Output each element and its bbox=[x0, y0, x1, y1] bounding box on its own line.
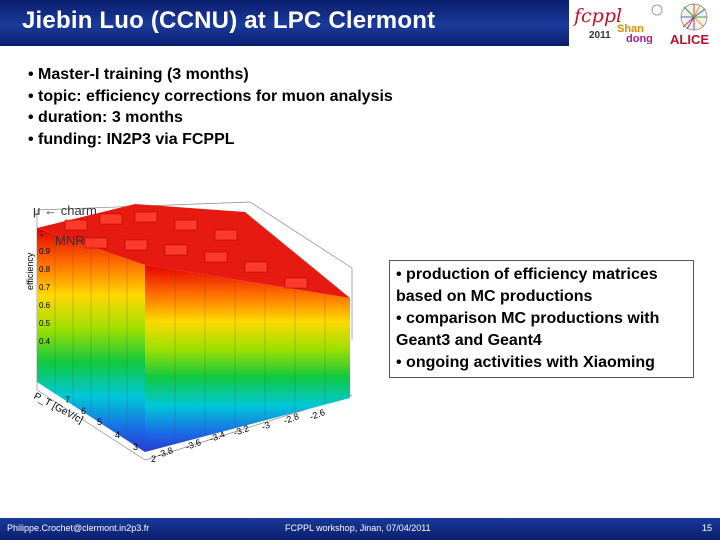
alice-burst-icon bbox=[680, 3, 708, 31]
bullet-item: • duration: 3 months bbox=[28, 109, 183, 126]
alice-logo-text: ALICE bbox=[670, 32, 709, 46]
fcppl-logo: fcppl 2011 Shan dong bbox=[572, 4, 663, 44]
eta-tick-label: -3.8 bbox=[156, 445, 174, 460]
pt-tick-label: 2 bbox=[151, 454, 156, 464]
bullet-item: • Master-I training (3 months) bbox=[28, 66, 249, 83]
z-tick-label: 0.4 bbox=[39, 337, 51, 346]
footer-email: Philippe.Crochet@clermont.in2p3.fr bbox=[7, 523, 150, 533]
footer-event: FCPPL workshop, Jinan, 07/04/2011 bbox=[285, 523, 431, 533]
slide-title: Jiebin Luo (CCNU) at LPC Clermont bbox=[22, 7, 436, 34]
z-tick-label: 0.6 bbox=[39, 301, 51, 310]
fcppl-logo-city-bottom: dong bbox=[626, 33, 653, 44]
eta-tick-label: -3.2 bbox=[232, 423, 250, 438]
callout-item: • production of efficiency matrices base… bbox=[396, 266, 658, 305]
plot-surface-right bbox=[145, 265, 350, 452]
pt-tick-label: 6 bbox=[81, 406, 86, 416]
pt-tick-label: 3 bbox=[133, 442, 138, 452]
plot-z-ticks: 1 0.9 0.8 0.7 0.6 0.5 0.4 bbox=[39, 229, 51, 346]
pt-tick-label: 7 bbox=[65, 395, 70, 405]
z-tick-label: 0.7 bbox=[39, 283, 51, 292]
plot-label-mnr: MNR bbox=[55, 233, 85, 248]
plot-label-top-left: μ ← charm bbox=[33, 203, 97, 218]
plot-surface-top bbox=[37, 204, 350, 298]
callout-box: • production of efficiency matrices base… bbox=[389, 260, 694, 378]
z-tick-label: 0.5 bbox=[39, 319, 51, 328]
callout-item: • ongoing activities with Xiaoming bbox=[396, 354, 655, 371]
alice-logo: ALICE bbox=[670, 3, 709, 46]
bullet-item: • funding: IN2P3 via FCPPL bbox=[28, 130, 235, 148]
pt-tick-label: 4 bbox=[115, 430, 120, 440]
bullet-item: • topic: efficiency corrections for muon… bbox=[28, 87, 393, 105]
pt-tick-label: 5 bbox=[97, 417, 102, 427]
eta-tick-label: -3.4 bbox=[208, 429, 226, 444]
plot-grid bbox=[54, 234, 326, 444]
plot-eta-ticks: -3.8 -3.6 -3.4 -3.2 -3 -2.8 -2.6 bbox=[156, 407, 326, 460]
callout-item: • comparison MC productions with Geant3 … bbox=[396, 310, 660, 349]
eta-tick-label: -3 bbox=[260, 420, 271, 432]
eta-tick-label: -3.6 bbox=[184, 437, 202, 452]
bullet-list: • Master-I training (3 months) • topic: … bbox=[28, 64, 393, 150]
z-tick-label: 0.9 bbox=[39, 247, 51, 256]
eta-tick-label: -2.8 bbox=[282, 411, 300, 426]
slide-footer: Philippe.Crochet@clermont.in2p3.fr FCPPL… bbox=[0, 518, 720, 540]
fcppl-logo-city-top: Shan bbox=[617, 23, 644, 35]
fcppl-logo-text: fcppl bbox=[572, 5, 622, 27]
z-tick-label: 1 bbox=[39, 229, 44, 238]
footer-page-number: 15 bbox=[701, 523, 712, 533]
fcppl-logo-year: 2011 bbox=[589, 30, 611, 41]
plot-pt-ticks: 2 3 4 5 6 7 bbox=[65, 395, 156, 464]
plot-surface-top-blocks bbox=[64, 211, 308, 289]
efficiency-plot: μ ← charm MNR efficiency 1 0.9 0.8 0.7 0… bbox=[25, 201, 353, 464]
eta-tick-label: -2.6 bbox=[308, 407, 326, 422]
z-tick-label: 0.8 bbox=[39, 265, 51, 274]
plot-z-axis-label: efficiency bbox=[25, 252, 35, 290]
